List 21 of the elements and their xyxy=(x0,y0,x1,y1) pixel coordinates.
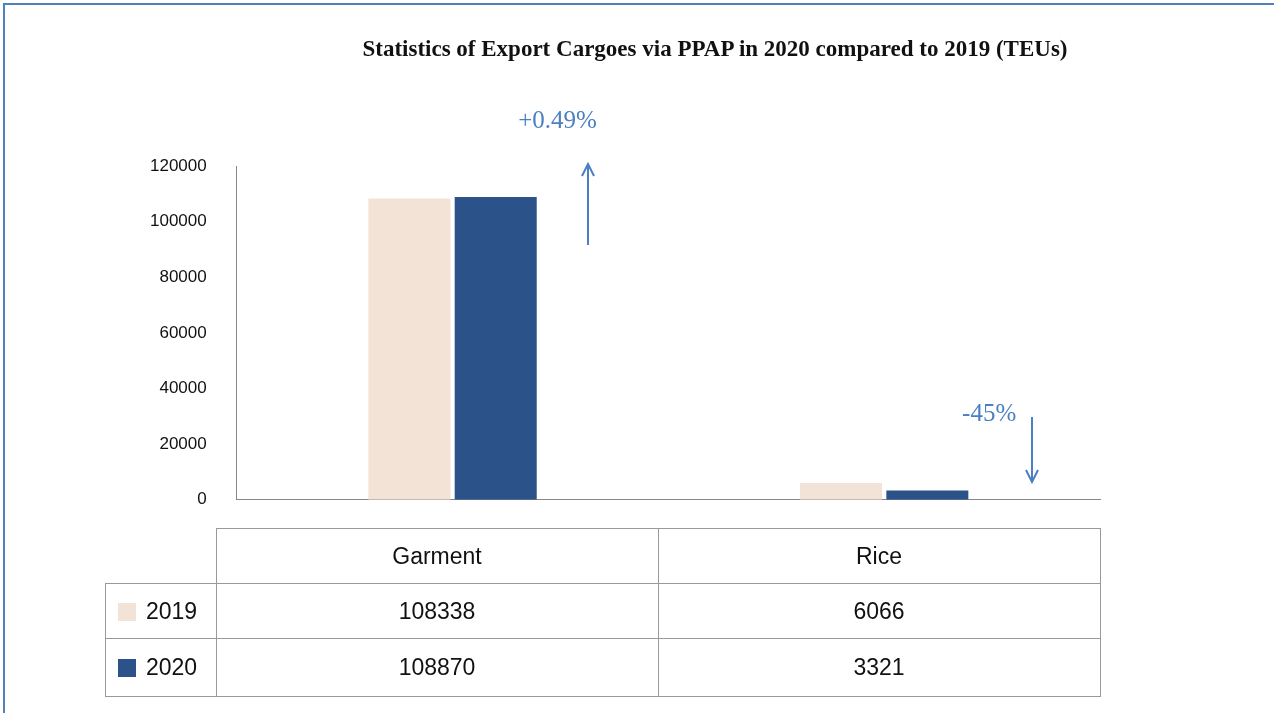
y-tick-label: 60000 xyxy=(159,322,207,342)
y-tick-label: 40000 xyxy=(159,378,207,398)
data-label: 6066 xyxy=(658,583,1100,639)
y-tick-label: 20000 xyxy=(159,433,207,453)
y-tick-label: 100000 xyxy=(149,211,207,231)
y-tick-label: 80000 xyxy=(159,266,207,286)
bar xyxy=(368,198,451,500)
annotation: -45% xyxy=(962,399,1017,427)
text: +0.49% xyxy=(518,105,597,133)
data-label: 3321 xyxy=(658,638,1100,697)
legend-label: 2020 xyxy=(105,638,216,697)
x-tick-label: Rice xyxy=(658,528,1100,584)
data-label: 108870 xyxy=(216,638,658,697)
legend-label: 2019 xyxy=(105,583,216,639)
bar xyxy=(454,196,537,500)
data-label: 108338 xyxy=(216,583,658,639)
y-tick-label: 120000 xyxy=(149,155,207,175)
y-tick-label: 0 xyxy=(197,489,207,509)
x-tick-label: Garment xyxy=(216,528,658,584)
chart-title: Statistics of Export Cargoes via PPAP in 2020 compared to 2019 (TEUs) xyxy=(361,36,1069,62)
bar xyxy=(800,482,883,500)
